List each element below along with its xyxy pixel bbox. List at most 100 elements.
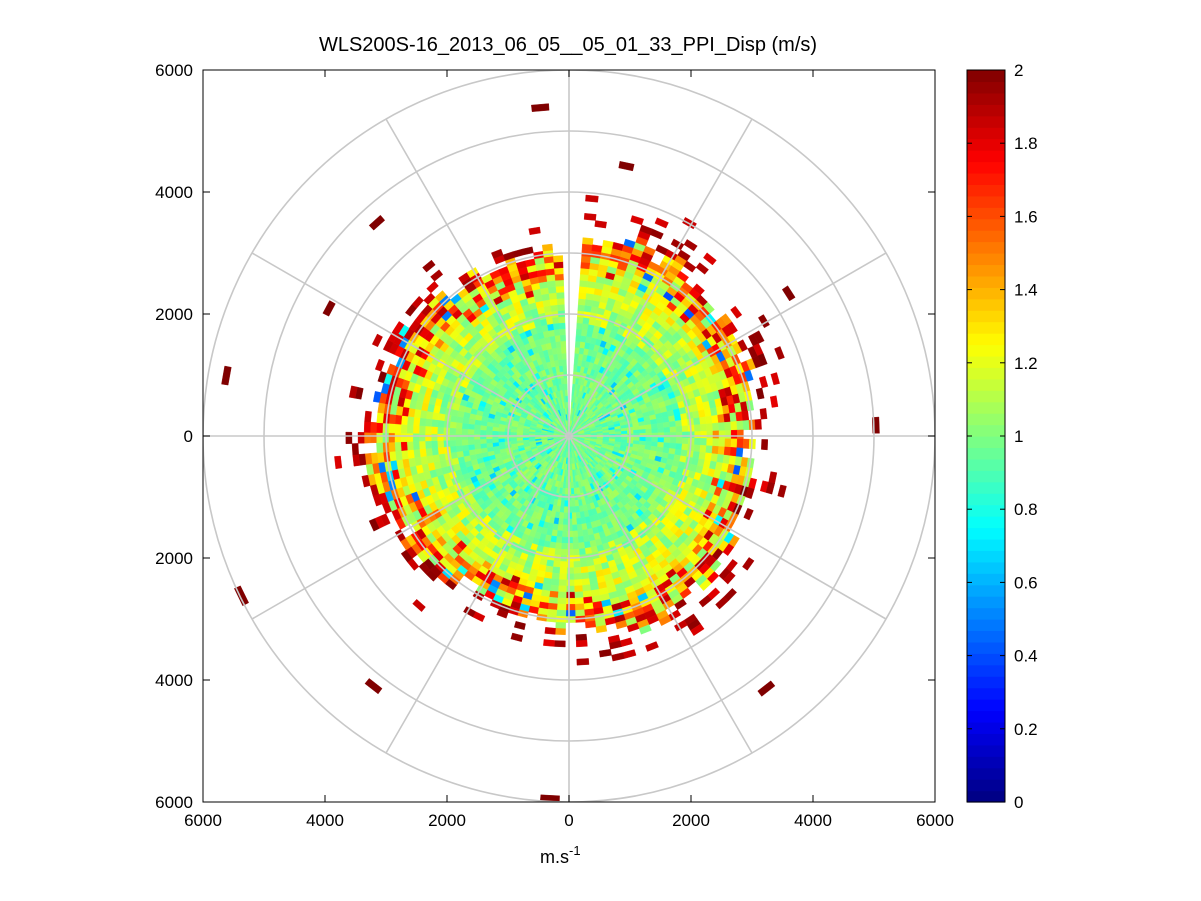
ppi-cell	[571, 512, 577, 520]
ppi-cell	[376, 442, 384, 454]
ppi-cell	[547, 286, 557, 294]
ppi-cell	[579, 273, 590, 282]
ppi-cell	[565, 610, 576, 617]
ppi-cell	[553, 328, 561, 336]
ppi-cell	[554, 273, 564, 281]
ppi-cell	[578, 286, 588, 294]
ppi-cell	[724, 430, 732, 440]
ppi-cell	[742, 438, 750, 449]
x-tick-label: 4000	[794, 811, 832, 830]
colorbar-band	[967, 550, 1005, 563]
ppi-cell	[724, 421, 732, 431]
ppi-cell	[426, 281, 439, 294]
ppi-cell	[715, 596, 729, 610]
ppi-cell	[554, 548, 562, 556]
ppi-cell	[467, 423, 475, 430]
ppi-cell	[455, 445, 463, 453]
colorbar-band	[967, 538, 1005, 551]
ppi-cell	[654, 217, 669, 229]
ppi-cell	[473, 438, 481, 445]
ppi-cell	[572, 548, 580, 556]
ppi-cell	[437, 433, 444, 441]
ppi-cell	[565, 604, 576, 611]
ppi-cell	[547, 602, 558, 611]
colorbar-tick-label: 0.2	[1014, 720, 1038, 739]
ppi-cell	[522, 437, 530, 441]
x-tick-label: 6000	[184, 811, 222, 830]
ppi-cell	[562, 512, 568, 520]
ppi-cell	[562, 365, 567, 372]
ppi-cell	[562, 358, 567, 366]
ppi-cell	[334, 455, 343, 470]
ppi-cell	[712, 430, 720, 439]
colorbar-band	[967, 710, 1005, 723]
colorbar-tick-label: 2	[1014, 61, 1023, 80]
x-tick-label: 0	[564, 811, 573, 830]
colorbar-band	[967, 561, 1005, 574]
ppi-cell	[553, 261, 564, 269]
ppi-cell	[581, 243, 593, 251]
ppi-cell	[753, 330, 765, 344]
ppi-cell	[575, 517, 582, 525]
ppi-cell	[608, 431, 616, 435]
ppi-cell	[430, 269, 444, 282]
colorbar-band	[967, 584, 1005, 597]
ppi-cell	[430, 426, 438, 434]
colorbar-band	[967, 138, 1005, 151]
ppi-cell	[560, 542, 568, 550]
ppi-cell	[774, 346, 785, 360]
ppi-cell	[473, 424, 481, 431]
ppi-cell	[544, 627, 556, 635]
ppi-cell	[394, 441, 402, 452]
ppi-cell	[663, 432, 671, 439]
colorbar-band	[967, 70, 1005, 83]
ppi-cell	[574, 609, 585, 617]
ppi-cell	[388, 423, 396, 434]
ppi-cell	[699, 578, 712, 591]
ppi-cell	[657, 441, 665, 448]
colorbar-band	[967, 767, 1005, 780]
ppi-cell	[580, 572, 590, 580]
ppi-cell	[584, 304, 593, 313]
ppi-cell	[692, 451, 701, 460]
ppi-cell	[496, 608, 509, 619]
colorbar-band	[967, 401, 1005, 414]
ppi-cell	[400, 415, 409, 425]
ppi-cell	[579, 279, 589, 288]
ppi-cell	[547, 280, 557, 288]
colorbar-band	[967, 218, 1005, 231]
ppi-cell	[364, 410, 372, 423]
colorbar-band	[967, 687, 1005, 700]
colorbar-band	[967, 458, 1005, 471]
colorbar-band	[967, 150, 1005, 163]
ppi-cell	[412, 416, 421, 426]
colorbar-band	[967, 779, 1005, 792]
ppi-cell	[693, 424, 701, 432]
ppi-cell	[759, 408, 768, 420]
ppi-cell	[377, 402, 386, 414]
colorbar-band	[967, 115, 1005, 128]
ppi-cell	[690, 623, 705, 636]
colorbar-band	[967, 481, 1005, 494]
ppi-cell	[712, 422, 720, 432]
ppi-cell	[699, 444, 707, 454]
ppi-cell	[575, 633, 588, 642]
x-tick-label: 2000	[672, 811, 710, 830]
ppi-cell	[485, 429, 493, 435]
ppi-cell	[582, 590, 592, 598]
ppi-cell	[544, 565, 554, 574]
ppi-cell	[424, 440, 432, 449]
ppi-cell	[386, 363, 397, 376]
ppi-cell	[663, 426, 671, 433]
ppi-cell	[554, 334, 561, 343]
colorbar-band	[967, 230, 1005, 243]
ppi-cell	[376, 422, 384, 433]
ppi-cell	[562, 518, 568, 526]
ppi-cell	[566, 573, 575, 581]
ppi-cell	[548, 292, 558, 300]
ppi-cell	[388, 441, 396, 452]
ppi-cell	[557, 585, 567, 593]
ppi-cell	[777, 484, 787, 498]
ppi-cell	[566, 543, 574, 550]
colorbar-tick-label: 0.6	[1014, 573, 1038, 592]
